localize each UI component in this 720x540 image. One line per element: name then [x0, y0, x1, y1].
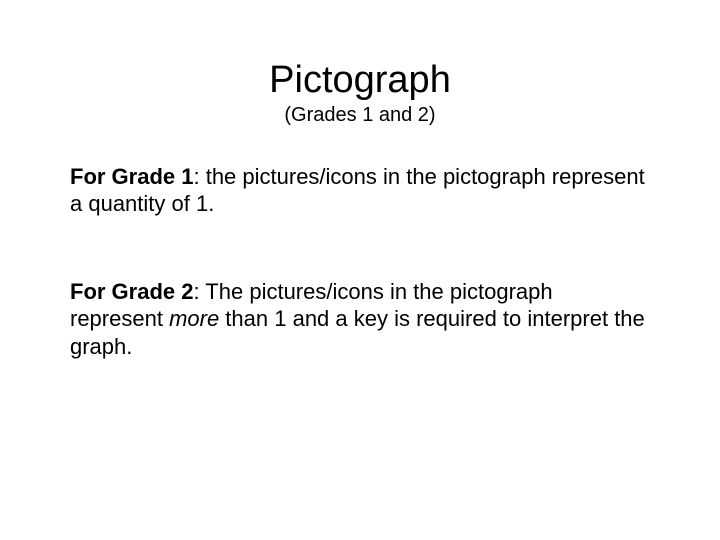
- page-title: Pictograph: [70, 60, 650, 102]
- slide: Pictograph (Grades 1 and 2) For Grade 1:…: [0, 0, 720, 540]
- grade2-paragraph: For Grade 2: The pictures/icons in the p…: [70, 278, 650, 361]
- page-subtitle: (Grades 1 and 2): [70, 104, 650, 127]
- grade1-label: For Grade 1: [70, 164, 193, 189]
- grade2-emph: more: [169, 306, 219, 331]
- grade2-label: For Grade 2: [70, 279, 193, 304]
- grade1-paragraph: For Grade 1: the pictures/icons in the p…: [70, 163, 650, 218]
- body-content: For Grade 1: the pictures/icons in the p…: [70, 163, 650, 361]
